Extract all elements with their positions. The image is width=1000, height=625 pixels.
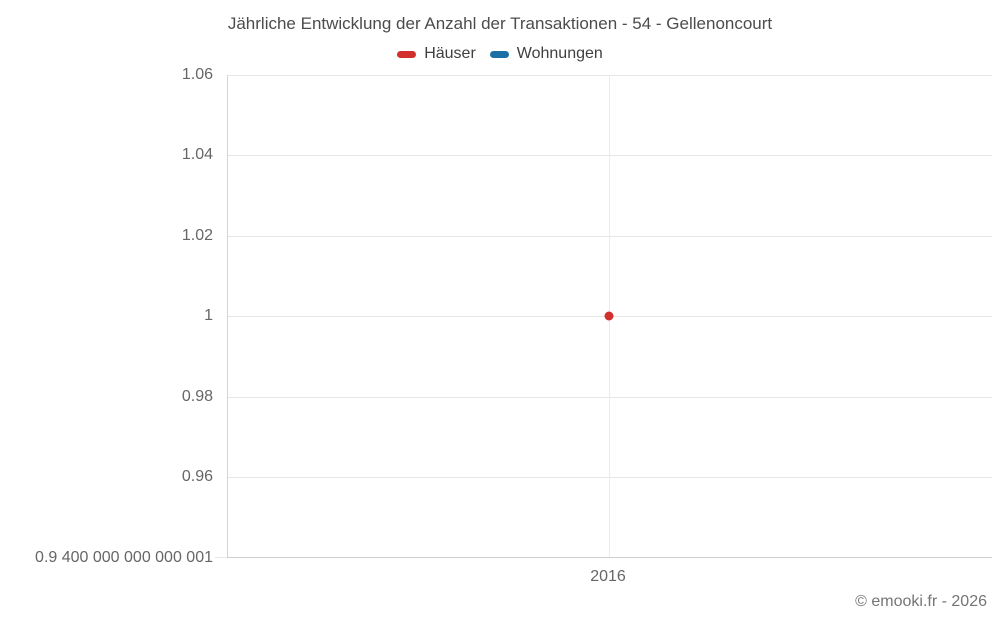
legend-item-haeuser[interactable]: Häuser — [397, 45, 476, 63]
watermark-credit: © emooki.fr - 2026 — [855, 593, 987, 610]
gridline-0.98 — [228, 397, 992, 398]
gridline-1.02 — [228, 236, 992, 237]
gridline-1.06 — [228, 75, 992, 76]
legend-swatch-wohnungen-icon — [489, 50, 509, 58]
y-tick-label: 0.96 — [181, 468, 213, 485]
y-tick-label: 0.98 — [181, 388, 213, 405]
gridline-0.96 — [228, 477, 992, 478]
chart-title: Jährliche Entwicklung der Anzahl der Tra… — [227, 14, 773, 33]
legend-swatch-haeuser-icon — [397, 50, 417, 58]
y-tick-label: 1.02 — [181, 227, 213, 244]
x-axis-tick — [215, 557, 227, 558]
plot-area — [215, 75, 992, 558]
legend: Häuser Wohnungen — [0, 45, 1000, 63]
y-tick-label: 1 — [204, 307, 213, 324]
y-tick-label: 1.04 — [181, 146, 213, 163]
legend-item-wohnungen[interactable]: Wohnungen — [489, 45, 603, 63]
legend-label-wohnungen: Wohnungen — [516, 45, 603, 62]
gridline-1.04 — [228, 155, 992, 156]
legend-label-haeuser: Häuser — [424, 45, 476, 62]
y-tick-label: 1.06 — [181, 66, 213, 83]
x-tick-label-2016: 2016 — [590, 568, 626, 585]
y-tick-label: 0.9 400 000 000 000 001 — [35, 549, 213, 566]
data-point-haeuser-2016[interactable] — [604, 311, 614, 321]
